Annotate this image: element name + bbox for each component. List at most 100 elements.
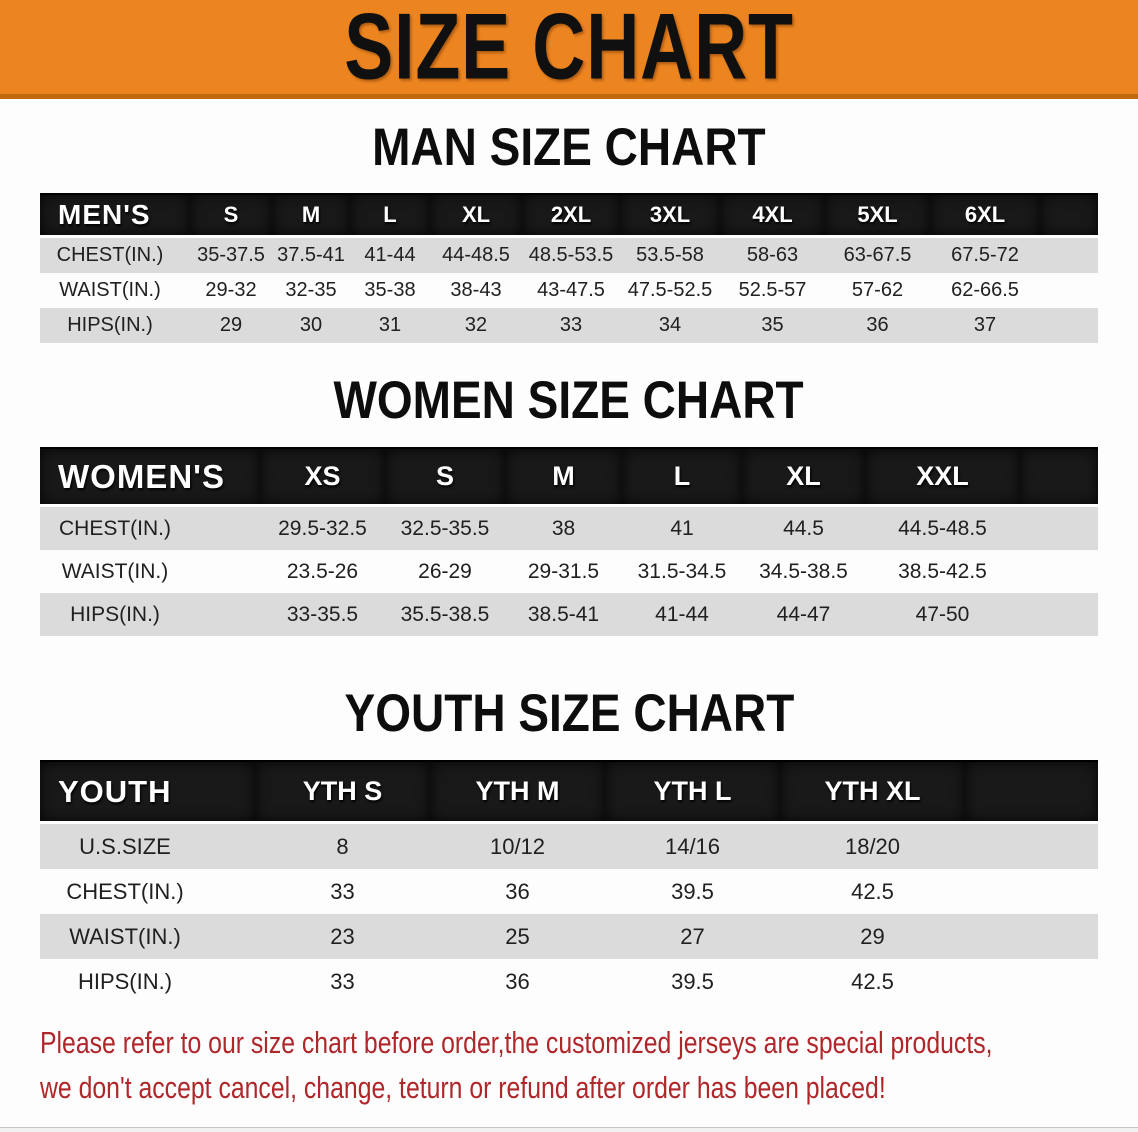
women-col-xs: XS [260,447,385,507]
women-size-table: WOMEN'S XS S M L XL XXL CHEST(IN.) 29.5-… [40,447,1098,636]
cell: 53.5-58 [620,238,720,273]
row-label: WAIST(IN.) [40,273,190,308]
cell: 42.5 [780,869,965,914]
men-col-xl: XL [430,193,522,238]
men-chest-row: CHEST(IN.) 35-37.5 37.5-41 41-44 44-48.5… [40,238,1098,273]
disclaimer-line-2: we don't accept cancel, change, teturn o… [40,1070,886,1105]
women-section-title-text: WOMEN SIZE CHART [333,370,805,430]
cell: 32.5-35.5 [385,507,505,550]
cell: 35-37.5 [190,238,272,273]
row-label: HIPS(IN.) [40,593,260,636]
women-hips-row: HIPS(IN.) 33-35.5 35.5-38.5 38.5-41 41-4… [40,593,1098,636]
cell: 29 [780,914,965,959]
cell: 26-29 [385,550,505,593]
cell: 44-47 [742,593,865,636]
cell: 63-67.5 [825,238,930,273]
row-label: U.S.SIZE [40,824,255,869]
youth-col-s: YTH S [255,760,430,824]
cell: 37 [930,308,1040,343]
cell: 41-44 [622,593,742,636]
cell: 29-31.5 [505,550,622,593]
cell-filler [1020,507,1098,550]
youth-header-filler [965,760,1098,824]
men-col-4xl: 4XL [720,193,825,238]
cell: 38-43 [430,273,522,308]
men-col-3xl: 3XL [620,193,720,238]
men-col-2xl: 2XL [522,193,620,238]
cell: 33 [255,869,430,914]
cell-filler [1040,238,1098,273]
cell-filler [1040,308,1098,343]
men-col-5xl: 5XL [825,193,930,238]
women-waist-row: WAIST(IN.) 23.5-26 26-29 29-31.5 31.5-34… [40,550,1098,593]
cell-filler [965,914,1098,959]
youth-col-xl: YTH XL [780,760,965,824]
row-label: HIPS(IN.) [40,308,190,343]
youth-ussize-row: U.S.SIZE 8 10/12 14/16 18/20 [40,824,1098,869]
cell: 43-47.5 [522,273,620,308]
women-header-row: WOMEN'S XS S M L XL XXL [40,447,1098,507]
women-col-s: S [385,447,505,507]
cell: 33 [255,959,430,1004]
row-label: WAIST(IN.) [40,914,255,959]
youth-col-l: YTH L [605,760,780,824]
cell: 67.5-72 [930,238,1040,273]
cell-filler [1040,273,1098,308]
cell: 32-35 [272,273,350,308]
cell: 29-32 [190,273,272,308]
cell: 44.5 [742,507,865,550]
men-hips-row: HIPS(IN.) 29 30 31 32 33 34 35 36 37 [40,308,1098,343]
women-header-label: WOMEN'S [40,447,260,507]
disclaimer: Please refer to our size chart before or… [0,1020,1138,1110]
cell: 57-62 [825,273,930,308]
women-col-l: L [622,447,742,507]
women-col-xxl: XXL [865,447,1020,507]
youth-hips-row: HIPS(IN.) 33 36 39.5 42.5 [40,959,1098,1004]
cell: 31.5-34.5 [622,550,742,593]
cell: 47.5-52.5 [620,273,720,308]
cell: 34.5-38.5 [742,550,865,593]
cell: 41 [622,507,742,550]
cell: 36 [430,959,605,1004]
cell-filler [965,824,1098,869]
cell: 35 [720,308,825,343]
cell-filler [1020,593,1098,636]
cell: 62-66.5 [930,273,1040,308]
youth-chest-row: CHEST(IN.) 33 36 39.5 42.5 [40,869,1098,914]
cell: 23 [255,914,430,959]
row-label: CHEST(IN.) [40,238,190,273]
cell-filler [965,959,1098,1004]
women-col-xl: XL [742,447,865,507]
cell: 14/16 [605,824,780,869]
cell: 36 [825,308,930,343]
cell: 10/12 [430,824,605,869]
cell: 33 [522,308,620,343]
women-chest-row: CHEST(IN.) 29.5-32.5 32.5-35.5 38 41 44.… [40,507,1098,550]
cell: 38.5-41 [505,593,622,636]
men-header-row: MEN'S S M L XL 2XL 3XL 4XL 5XL 6XL [40,193,1098,238]
cell: 48.5-53.5 [522,238,620,273]
cell: 52.5-57 [720,273,825,308]
men-section-title: MAN SIZE CHART [0,117,1138,177]
cell: 30 [272,308,350,343]
cell: 58-63 [720,238,825,273]
women-header-filler [1020,447,1098,507]
row-label: CHEST(IN.) [40,869,255,914]
cell: 29.5-32.5 [260,507,385,550]
cell: 39.5 [605,869,780,914]
cell: 36 [430,869,605,914]
cell: 27 [605,914,780,959]
women-col-m: M [505,447,622,507]
youth-section-title: YOUTH SIZE CHART [0,685,1138,742]
cell: 23.5-26 [260,550,385,593]
cell: 35.5-38.5 [385,593,505,636]
cell: 35-38 [350,273,430,308]
cell: 44-48.5 [430,238,522,273]
row-label: WAIST(IN.) [40,550,260,593]
size-chart-banner-title: SIZE CHART [344,0,794,99]
men-col-6xl: 6XL [930,193,1040,238]
cell: 31 [350,308,430,343]
youth-header-label: YOUTH [40,760,255,824]
men-section-title-text: MAN SIZE CHART [372,117,766,177]
men-header-label: MEN'S [40,193,190,238]
